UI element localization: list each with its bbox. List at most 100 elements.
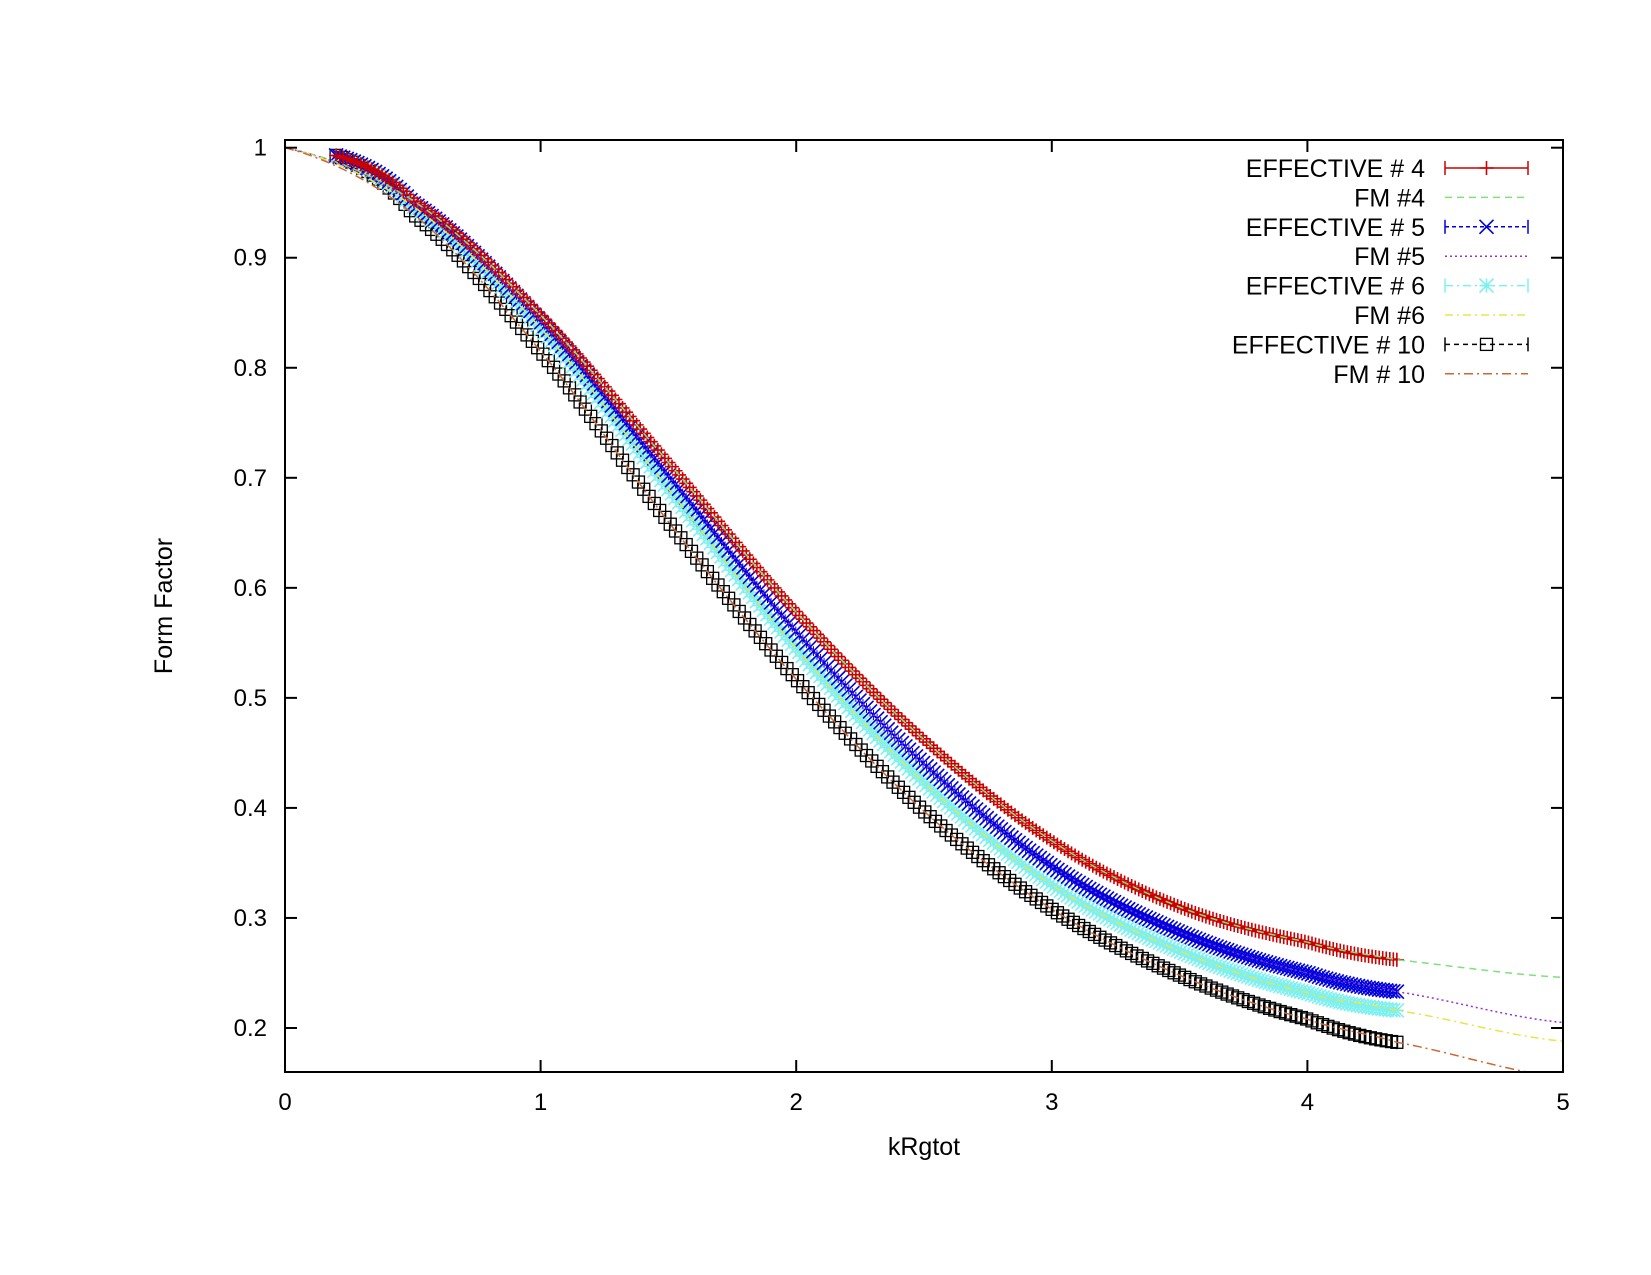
data-point bbox=[901, 718, 916, 733]
data-point bbox=[1053, 883, 1069, 899]
data-point bbox=[1390, 1035, 1404, 1049]
data-point bbox=[1187, 949, 1203, 965]
data-point bbox=[950, 832, 964, 847]
x-tick-label: 5 bbox=[1556, 1089, 1569, 1116]
data-point bbox=[981, 858, 996, 872]
data-point bbox=[1234, 919, 1249, 934]
legend-item: FM #5 bbox=[1354, 243, 1528, 271]
data-point bbox=[1184, 948, 1200, 964]
data-point bbox=[1140, 954, 1155, 968]
data-point bbox=[428, 208, 443, 223]
y-tick-label: 0.3 bbox=[234, 905, 267, 932]
data-point bbox=[339, 151, 354, 166]
data-point bbox=[1135, 883, 1150, 898]
data-point bbox=[695, 558, 709, 572]
data-point bbox=[1319, 940, 1334, 955]
data-point bbox=[870, 759, 884, 773]
data-point bbox=[1237, 920, 1252, 935]
data-point bbox=[1252, 998, 1266, 1012]
data-point bbox=[1278, 1006, 1293, 1020]
x-tick-label: 0 bbox=[278, 1089, 291, 1116]
data-point bbox=[1046, 860, 1062, 876]
data-point bbox=[937, 750, 952, 765]
data-point bbox=[1257, 1000, 1271, 1014]
data-point bbox=[1125, 946, 1139, 961]
y-tick-label: 0.6 bbox=[234, 575, 267, 602]
data-point bbox=[589, 416, 603, 431]
legend-sample-marker bbox=[1479, 337, 1494, 352]
data-point bbox=[546, 360, 561, 374]
data-point bbox=[1071, 850, 1086, 865]
data-point bbox=[382, 173, 397, 188]
data-point bbox=[1085, 902, 1101, 918]
data-point bbox=[1205, 956, 1221, 972]
data-point bbox=[557, 374, 571, 388]
data-point bbox=[1109, 938, 1123, 953]
data-point bbox=[700, 564, 715, 579]
data-point bbox=[1056, 866, 1073, 882]
data-point bbox=[1050, 837, 1065, 852]
x-axis-label: kRgtot bbox=[888, 1133, 960, 1161]
data-point bbox=[1290, 982, 1306, 999]
data-point bbox=[1258, 974, 1274, 990]
data-point bbox=[364, 162, 379, 177]
data-point bbox=[343, 152, 358, 167]
data-point bbox=[1008, 877, 1022, 891]
data-point bbox=[1225, 989, 1240, 1003]
data-point bbox=[375, 168, 390, 183]
data-point bbox=[1035, 852, 1051, 869]
data-point bbox=[1092, 862, 1107, 877]
data-point bbox=[1178, 970, 1192, 985]
data-point bbox=[1310, 1016, 1324, 1030]
data-point bbox=[568, 388, 582, 402]
data-point bbox=[371, 166, 386, 181]
data-point bbox=[1103, 868, 1118, 883]
data-point bbox=[658, 510, 672, 525]
legend-item: EFFECTIVE # 6 bbox=[1246, 273, 1529, 301]
data-point bbox=[621, 460, 635, 475]
data-point bbox=[1251, 972, 1267, 988]
legend-label: FM # 10 bbox=[1333, 361, 1425, 389]
data-point bbox=[1269, 977, 1285, 993]
data-point bbox=[1177, 901, 1192, 916]
data-point bbox=[919, 735, 934, 750]
data-point bbox=[997, 869, 1012, 884]
data-point bbox=[990, 794, 1005, 809]
data-point bbox=[1204, 981, 1218, 995]
data-point bbox=[1223, 963, 1239, 979]
data-point bbox=[1193, 977, 1208, 991]
data-point bbox=[1085, 883, 1101, 899]
data-point bbox=[350, 155, 365, 170]
data-point bbox=[1060, 887, 1076, 903]
data-point bbox=[1240, 968, 1256, 985]
data-point bbox=[1247, 996, 1261, 1010]
data-point bbox=[1102, 892, 1119, 908]
data-point bbox=[1102, 911, 1119, 927]
data-point bbox=[1268, 1003, 1282, 1017]
data-point bbox=[498, 272, 513, 287]
data-point bbox=[1119, 944, 1134, 958]
data-point bbox=[1248, 923, 1263, 938]
data-point bbox=[1202, 910, 1217, 925]
data-point bbox=[594, 424, 608, 438]
data-point bbox=[1162, 963, 1176, 978]
data-point bbox=[360, 160, 375, 175]
data-point bbox=[1300, 1012, 1314, 1026]
plot-area bbox=[285, 146, 1563, 1072]
legend-item: FM #6 bbox=[1354, 302, 1528, 330]
data-point bbox=[1358, 1029, 1372, 1044]
data-point bbox=[1106, 913, 1122, 929]
data-point bbox=[1294, 1010, 1309, 1025]
data-point bbox=[481, 255, 496, 270]
data-point bbox=[1322, 991, 1338, 1007]
data-point bbox=[1216, 960, 1232, 976]
data-point bbox=[1022, 818, 1037, 833]
data-point bbox=[534, 308, 549, 323]
data-point bbox=[1155, 936, 1172, 952]
data-point bbox=[881, 770, 895, 784]
data-point bbox=[336, 150, 351, 165]
legend-sample-marker bbox=[1478, 278, 1495, 294]
data-point bbox=[389, 178, 404, 193]
legend-item: FM #4 bbox=[1354, 184, 1528, 212]
